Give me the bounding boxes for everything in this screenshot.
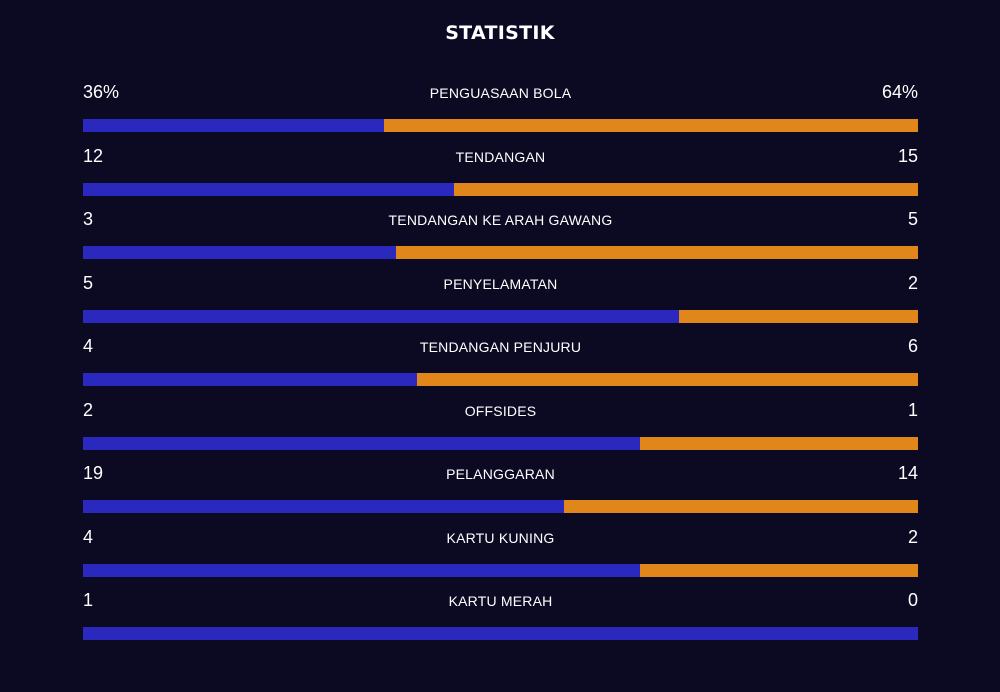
- stat-header: OFFSIDES 2 1: [83, 398, 918, 426]
- stat-row: PELANGGARAN 19 14: [83, 461, 918, 525]
- home-bar-segment: [83, 182, 455, 196]
- stat-row: KARTU KUNING 4 2: [83, 525, 918, 589]
- away-bar-segment: [383, 119, 918, 132]
- away-bar-segment: [639, 436, 918, 450]
- home-bar-segment: [83, 563, 640, 577]
- comparison-bar: [83, 436, 918, 450]
- stat-row: OFFSIDES 2 1: [83, 398, 918, 462]
- stats-list: PENGUASAAN BOLA 36% 64% TENDANGAN 12 15 TENDAN…: [83, 80, 918, 652]
- away-bar-segment: [639, 563, 918, 577]
- stat-label: OFFSIDES: [464, 402, 537, 419]
- home-bar-segment: [83, 627, 918, 640]
- stat-label: KARTU MERAH: [448, 593, 553, 609]
- home-value: 1: [83, 590, 94, 610]
- comparison-bar: [83, 563, 918, 577]
- stat-label: PELANGGARAN: [446, 466, 555, 482]
- stat-header: PENYELAMATAN 5 2: [83, 271, 918, 299]
- home-bar-segment: [83, 500, 564, 513]
- home-bar-segment: [83, 436, 640, 450]
- home-value: 4: [83, 526, 94, 547]
- home-value: 4: [83, 336, 94, 356]
- home-value: 36%: [83, 82, 120, 102]
- comparison-bar: [83, 309, 918, 323]
- stat-label: TENDANGAN: [455, 148, 546, 165]
- comparison-bar: [83, 500, 918, 513]
- away-value: 5: [907, 209, 918, 229]
- stat-row: PENYELAMATAN 5 2: [83, 271, 918, 335]
- stats-title: STATISTIK: [445, 22, 555, 44]
- stat-row: KARTU MERAH 1 0: [83, 588, 918, 652]
- home-value: 3: [83, 209, 94, 229]
- away-value: 6: [907, 336, 918, 356]
- stat-header: PENGUASAAN BOLA 36% 64%: [83, 80, 918, 108]
- stat-label: PENGUASAAN BOLA: [429, 85, 572, 101]
- away-value: 2: [907, 526, 918, 547]
- away-bar-segment: [417, 373, 918, 386]
- stat-row: PENGUASAAN BOLA 36% 64%: [83, 80, 918, 144]
- stat-header: TENDANGAN KE ARAH GAWANG 3 5: [83, 207, 918, 235]
- comparison-bar: [83, 119, 918, 132]
- away-value: 64%: [881, 82, 918, 102]
- stat-label: TENDANGAN PENJURU: [419, 339, 582, 355]
- stat-row: TENDANGAN PENJURU 4 6: [83, 334, 918, 398]
- home-value: 5: [83, 272, 94, 293]
- home-bar-segment: [83, 246, 397, 259]
- away-bar-segment: [563, 500, 918, 513]
- stat-label: TENDANGAN KE ARAH GAWANG: [388, 212, 613, 228]
- away-value: 14: [897, 463, 918, 483]
- away-value: 15: [897, 145, 918, 166]
- away-value: 0: [907, 590, 918, 610]
- stat-header: TENDANGAN PENJURU 4 6: [83, 334, 918, 362]
- away-value: 2: [907, 272, 918, 293]
- comparison-bar: [83, 373, 918, 386]
- home-bar-segment: [83, 119, 384, 132]
- stat-header: TENDANGAN 12 15: [83, 144, 918, 172]
- stat-label: KARTU KUNING: [446, 529, 555, 546]
- stat-label: PENYELAMATAN: [443, 275, 558, 292]
- away-bar-segment: [679, 309, 918, 323]
- home-value: 12: [83, 145, 104, 166]
- away-bar-segment: [396, 246, 918, 259]
- home-bar-segment: [83, 309, 680, 323]
- stat-header: KARTU KUNING 4 2: [83, 525, 918, 553]
- away-bar-segment: [454, 182, 918, 196]
- away-value: 1: [907, 399, 918, 420]
- home-value: 19: [83, 463, 104, 483]
- stat-header: KARTU MERAH 1 0: [83, 588, 918, 616]
- stat-row: TENDANGAN 12 15: [83, 144, 918, 208]
- comparison-bar: [83, 182, 918, 196]
- comparison-bar: [83, 627, 918, 640]
- stat-row: TENDANGAN KE ARAH GAWANG 3 5: [83, 207, 918, 271]
- comparison-bar: [83, 246, 918, 259]
- home-value: 2: [83, 399, 94, 420]
- stat-header: PELANGGARAN 19 14: [83, 461, 918, 489]
- home-bar-segment: [83, 373, 417, 386]
